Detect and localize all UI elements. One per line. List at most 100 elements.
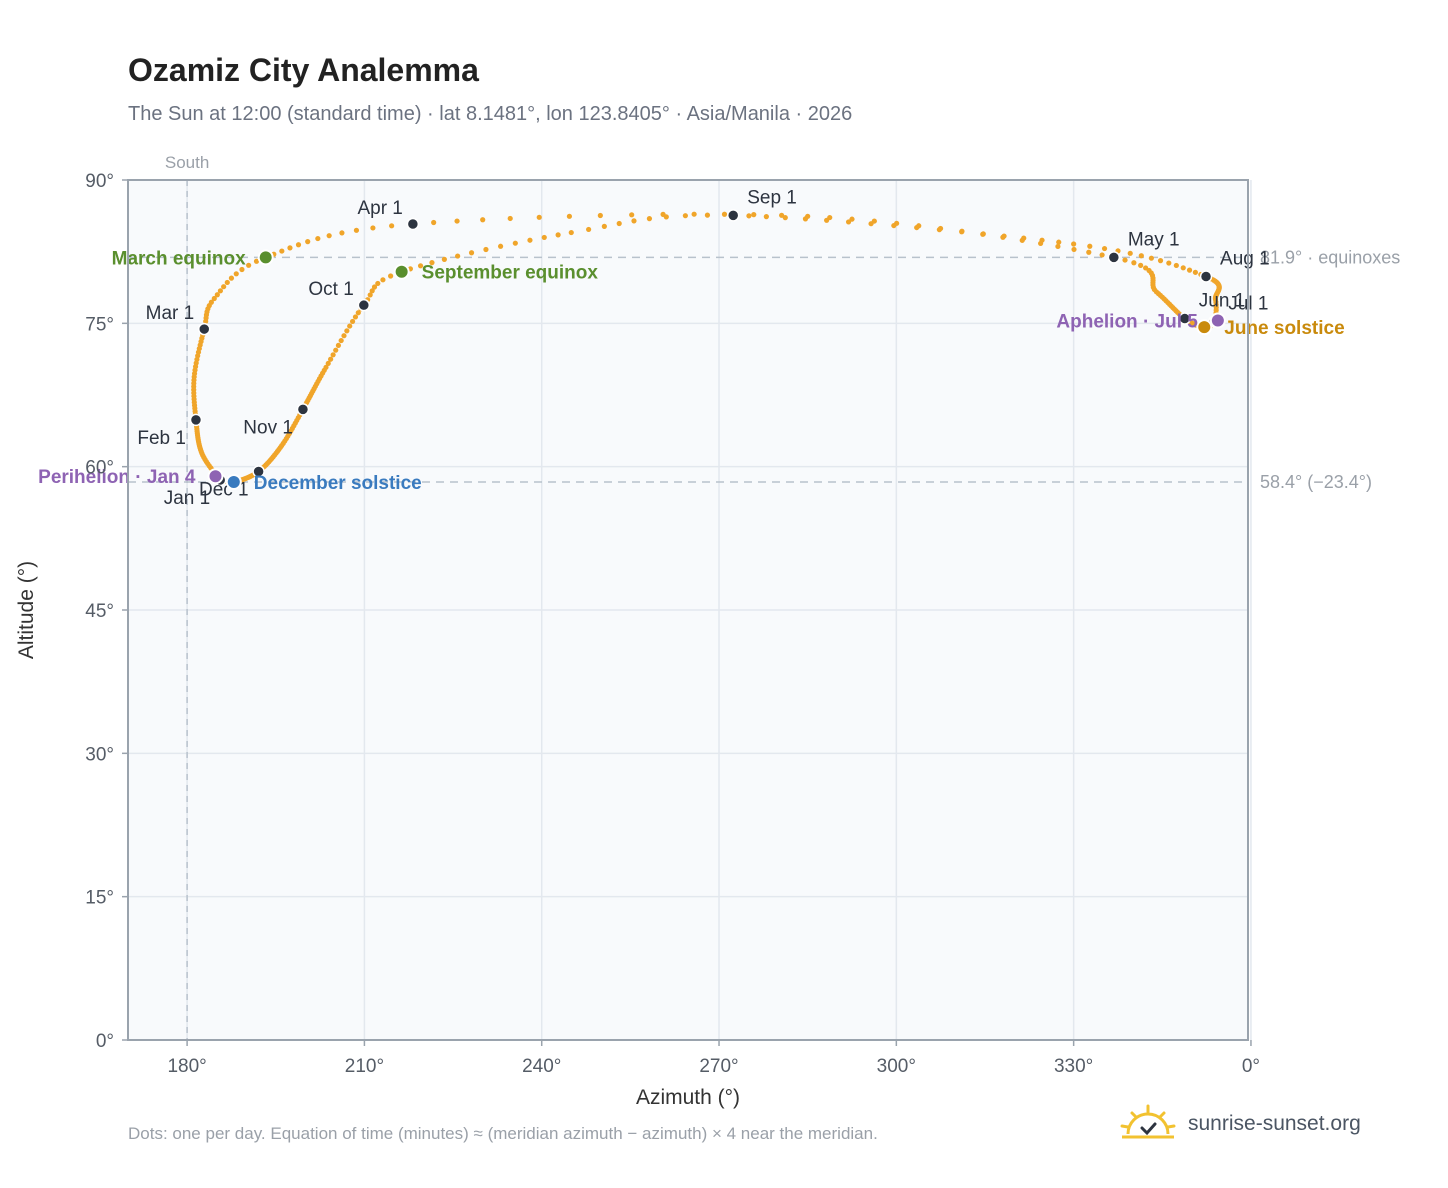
daily-sun-dot [468, 250, 475, 256]
daily-sun-dot [497, 243, 504, 249]
daily-sun-dot [1001, 233, 1007, 239]
daily-sun-dot [751, 212, 757, 218]
month-marker-dot [726, 209, 740, 222]
daily-sun-dot [568, 229, 574, 236]
daily-sun-dot [1157, 258, 1164, 264]
daily-sun-dot [217, 288, 223, 294]
daily-sun-dot [454, 218, 460, 224]
y-axis-label: Altitude (°) [15, 561, 38, 659]
daily-sun-dot [330, 352, 336, 358]
daily-sun-dot [507, 215, 513, 222]
daily-sun-dot [1056, 239, 1062, 245]
event-label: December solstice [254, 473, 422, 494]
daily-sun-dot [704, 212, 711, 218]
month-marker-label: May 1 [1128, 229, 1180, 250]
daily-sun-dot [936, 227, 942, 233]
y-tick-label: 60° [85, 458, 114, 479]
y-tick-label: 90° [85, 171, 114, 192]
y-tick-label: 75° [85, 314, 114, 335]
daily-sun-dot [566, 213, 573, 219]
daily-sun-dot [380, 277, 386, 283]
daily-sun-dot [370, 225, 376, 231]
sun-logo-icon [1120, 1104, 1176, 1139]
month-marker-label: Jun 1 [1199, 291, 1245, 312]
daily-sun-dot [629, 212, 635, 218]
daily-sun-dot [305, 239, 311, 245]
month-marker-label: Apr 1 [357, 198, 402, 219]
chart-title: Ozamiz City Analemma [128, 52, 479, 88]
daily-sun-dot [868, 221, 874, 227]
month-marker-dot [1178, 312, 1192, 325]
brand-name: sunrise-sunset.org [1188, 1112, 1361, 1135]
daily-sun-dot [211, 295, 217, 302]
event-label: Aphelion · Jul 5 [1056, 311, 1198, 332]
daily-sun-dot [1127, 250, 1133, 256]
daily-sun-dot [371, 284, 378, 290]
daily-sun-dot [335, 342, 342, 349]
daily-sun-dot [914, 224, 920, 231]
x-tick-label: 300° [877, 1056, 916, 1077]
month-marker-dot [1107, 251, 1121, 264]
daily-sun-dot [541, 234, 547, 241]
x-tick-label: 0° [1242, 1056, 1260, 1077]
daily-sun-dot [228, 275, 235, 281]
daily-sun-dot [1087, 243, 1093, 249]
daily-sun-dot [339, 230, 345, 236]
daily-sun-dot [315, 235, 321, 242]
daily-sun-dot [663, 214, 669, 220]
month-marker-dot [1199, 270, 1213, 283]
daily-sun-dot [891, 222, 897, 229]
daily-sun-dot [631, 218, 637, 224]
x-tick-label: 180° [167, 1056, 206, 1077]
y-tick-label: 15° [85, 888, 114, 909]
daily-sun-dot [367, 292, 373, 298]
event-marker-dot [257, 249, 274, 266]
daily-sun-dot [455, 253, 461, 259]
daily-sun-dot [344, 328, 350, 334]
daily-sun-dot [1148, 255, 1154, 261]
daily-sun-dot [369, 288, 375, 294]
daily-sun-dot [1186, 267, 1193, 273]
daily-sun-dot [1131, 260, 1137, 266]
daily-sun-dot [287, 245, 293, 251]
footer-note: Dots: one per day. Equation of time (min… [128, 1124, 878, 1143]
daily-sun-dot [746, 213, 752, 219]
daily-sun-dot [1086, 249, 1092, 255]
daily-sun-dot [721, 211, 728, 217]
daily-sun-dot [824, 217, 830, 223]
daily-sun-dot [682, 213, 688, 219]
daily-sun-dot [616, 220, 622, 227]
daily-sun-dot [959, 229, 965, 235]
event-marker-dot [393, 263, 410, 280]
daily-sun-dot [208, 299, 214, 305]
daily-sun-dot [253, 258, 260, 264]
daily-sun-dot [586, 226, 592, 233]
daily-sun-dot [1099, 252, 1105, 258]
y-tick-label: 0° [96, 1031, 114, 1052]
daily-sun-dot [555, 232, 561, 238]
daily-sun-dot [1138, 262, 1144, 268]
event-markers: March equinox September equinox December s… [38, 248, 1345, 494]
daily-sun-dot [1122, 257, 1128, 263]
daily-sun-dot [233, 271, 239, 277]
daily-sun-dot [980, 231, 986, 237]
daily-sun-dot [1039, 237, 1045, 243]
month-marker-label: Aug 1 [1220, 249, 1270, 270]
daily-sun-dot [349, 318, 356, 325]
daily-sun-dot [597, 212, 603, 219]
daily-sun-dot [441, 256, 447, 262]
daily-sun-dot [1166, 260, 1172, 266]
reference-label: 58.4° (−23.4°) [1260, 472, 1372, 492]
daily-sun-dot [691, 211, 697, 217]
event-marker-dot [1209, 312, 1226, 329]
event-label: June solstice [1224, 318, 1344, 339]
daily-sun-dot [341, 333, 347, 339]
month-marker-label: Feb 1 [137, 428, 186, 449]
daily-sun-dot [388, 273, 394, 279]
brand[interactable]: sunrise-sunset.org [1120, 1102, 1361, 1146]
month-marker-dot [357, 298, 371, 312]
x-tick-label: 210° [345, 1056, 384, 1077]
daily-sun-dot [328, 356, 334, 362]
month-marker-label: Mar 1 [146, 303, 195, 324]
